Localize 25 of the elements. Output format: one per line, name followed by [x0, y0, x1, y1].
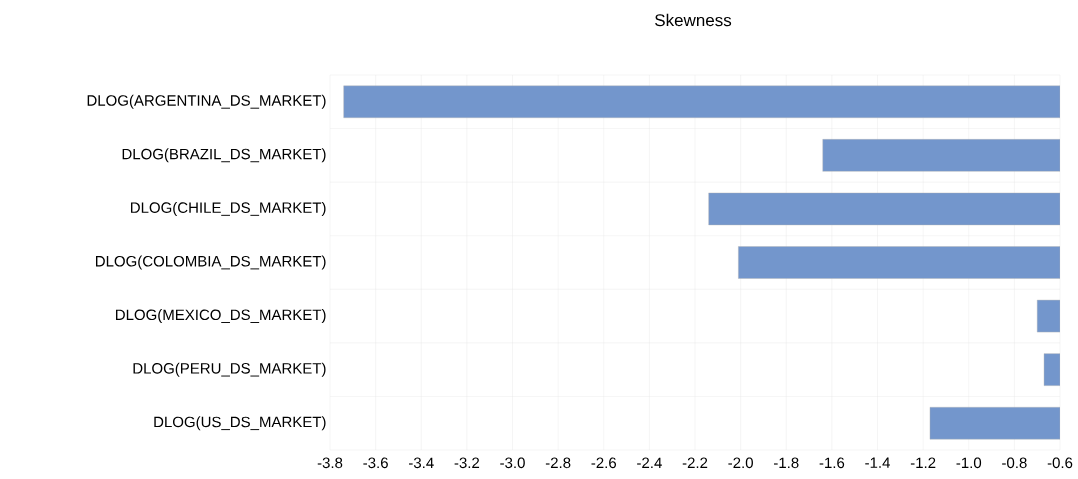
x-tick-label: -2.0	[728, 457, 753, 469]
x-tick-label: -1.0	[956, 457, 982, 469]
y-tick-label: DLOG(CHILE_DS_MARKET)	[131, 201, 326, 216]
y-tick-label: DLOG(US_DS_MARKET)	[154, 416, 326, 431]
y-tick-label: DLOG(ARGENTINA_DS_MARKET)	[87, 94, 326, 109]
x-tick-label: -2.6	[591, 457, 617, 469]
y-tick-label: DLOG(MEXICO_DS_MARKET)	[116, 309, 326, 324]
x-tick-label: -1.2	[910, 457, 936, 468]
x-tick-label: -2.8	[545, 457, 571, 469]
x-tick-label: -2.2	[682, 457, 708, 468]
y-tick-label: DLOG(COLOMBIA_DS_MARKET)	[96, 255, 326, 270]
x-tick-label: -0.8	[1002, 457, 1027, 469]
x-tick-label: -1.6	[819, 457, 845, 469]
x-tick-label: -1.8	[774, 457, 799, 469]
x-tick-label: -3.8	[317, 457, 343, 469]
x-tick-label: -3.0	[500, 457, 525, 469]
x-tick-label: -3.2	[454, 457, 480, 469]
x-tick-label: -1.4	[865, 457, 890, 468]
y-tick-label: DLOG(BRAZIL_DS_MARKET)	[122, 148, 326, 163]
y-tick-label: DLOG(PERU_DS_MARKET)	[133, 362, 326, 377]
chart-title: Skewness	[655, 13, 732, 27]
x-tick-label: -2.4	[637, 457, 662, 468]
x-tick-label: -3.4	[409, 457, 434, 469]
x-tick-label: -0.6	[1047, 457, 1073, 469]
x-tick-label: -3.6	[363, 457, 388, 469]
